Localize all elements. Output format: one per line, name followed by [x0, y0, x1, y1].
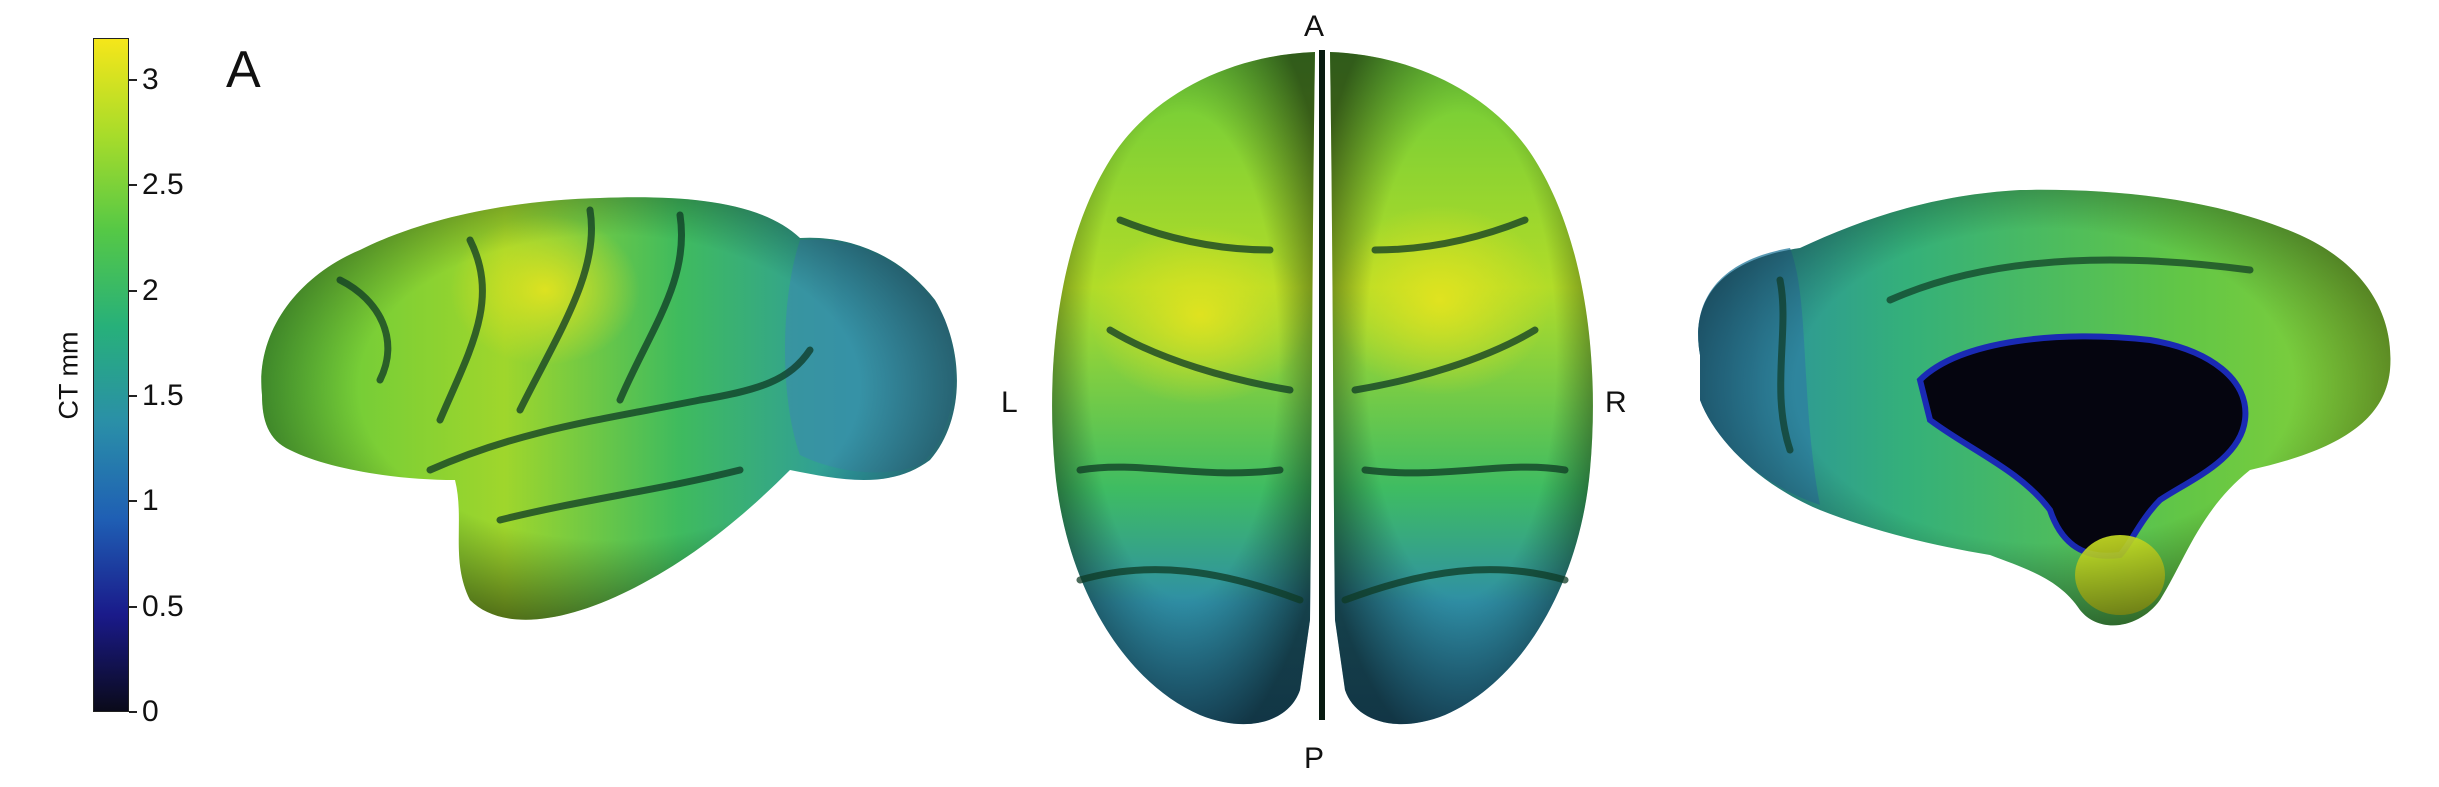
anterior-label: A	[1304, 10, 1325, 43]
colorbar	[93, 38, 129, 712]
dorsal-view	[1052, 50, 1593, 725]
medial-view	[1698, 189, 2391, 626]
colorbar-tick-label: 2.5	[142, 168, 184, 202]
colorbar-tick-label: 3	[142, 63, 159, 97]
colorbar-tick-label: 0	[142, 695, 159, 728]
right-label: R	[1605, 386, 1627, 419]
posterior-label: P	[1304, 742, 1325, 775]
colorbar-tick-label: 2	[142, 273, 159, 307]
colorbar-tick	[129, 289, 137, 292]
colorbar-tick	[129, 500, 137, 503]
colorbar-tick	[129, 711, 137, 713]
colorbar-tick	[129, 79, 137, 82]
colorbar-tick	[129, 605, 137, 608]
left-label: L	[1001, 386, 1018, 419]
colorbar-tick-label: 1	[142, 484, 159, 518]
panel-label: A	[226, 41, 261, 99]
lateral-view	[261, 197, 957, 620]
colorbar-label: CT mm	[53, 331, 84, 420]
colorbar-tick-label: 0.5	[142, 589, 184, 623]
colorbar-tick	[129, 395, 137, 398]
colorbar-tick-label: 1.5	[142, 379, 184, 413]
colorbar-tick	[129, 184, 137, 187]
